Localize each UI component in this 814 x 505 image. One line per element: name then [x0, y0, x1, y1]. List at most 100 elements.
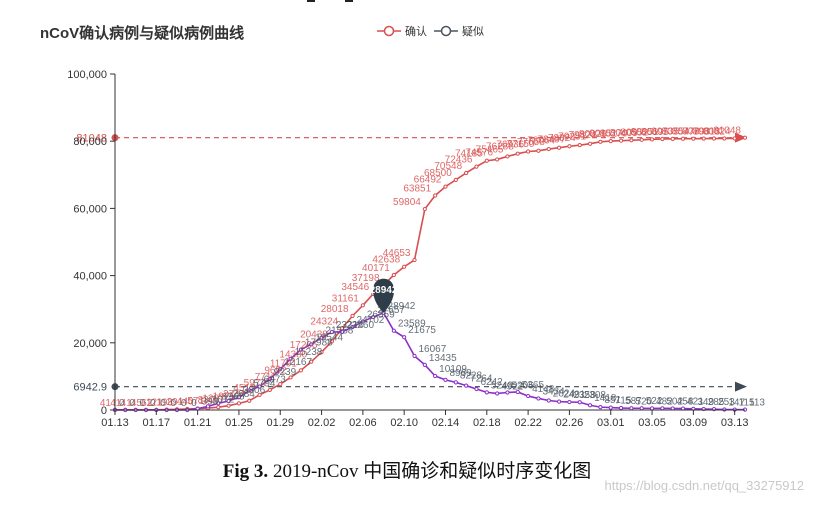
data-label: 6242: [480, 377, 503, 388]
data-point: [587, 403, 593, 408]
data-point: [267, 387, 273, 393]
data-point: [608, 139, 613, 144]
figure-caption: Fig 3. 2019-nCov 中国确诊和疑似时序变化图: [0, 456, 814, 483]
data-point: [618, 405, 624, 411]
data-label: 41: [121, 398, 133, 409]
data-label: 27657: [377, 305, 405, 316]
data-point: [267, 376, 273, 382]
data-label: 4515: [233, 383, 256, 394]
x-tick-label: 03.13: [721, 417, 749, 429]
x-tick-label: 02.22: [514, 417, 542, 429]
data-label: 75465: [476, 144, 504, 155]
x-tick-label: 01.25: [225, 417, 253, 429]
data-label: 421: [687, 397, 704, 408]
data-label: 1287: [202, 394, 225, 405]
data-point: [711, 136, 717, 141]
data-label: 0: [119, 398, 125, 409]
data-label: 15238: [295, 347, 323, 358]
data-label: 31161: [332, 293, 360, 304]
x-tick-label: 01.13: [101, 417, 129, 429]
data-label: 42638: [372, 255, 400, 266]
markline-suspected-arrow: [735, 381, 747, 392]
data-point: [536, 148, 541, 153]
data-label: 41: [110, 398, 122, 409]
data-point: [340, 329, 345, 334]
data-label: 80151: [589, 129, 617, 140]
data-point: [474, 164, 479, 169]
data-label: 12167: [284, 357, 312, 368]
label-layer: 41 41 41 45 62121198291440571830128719752744…: [100, 126, 766, 409]
data-point: [329, 339, 334, 344]
data-label: 121: [146, 398, 163, 409]
data-label: 2308: [584, 390, 607, 401]
data-point: [226, 403, 231, 408]
watermark: https://blog.csdn.net/qq_33275912: [604, 478, 805, 493]
data-point: [526, 393, 531, 399]
legend-label-suspected: 疑似: [462, 25, 484, 38]
data-point: [618, 138, 624, 143]
data-label: 571: [187, 396, 204, 407]
data-point: [433, 193, 438, 198]
y-tick-label: 0: [101, 405, 107, 417]
legend-item-suspected[interactable]: 疑似: [434, 25, 484, 38]
data-point: [402, 264, 407, 269]
data-point: [329, 329, 334, 335]
data-point: [577, 143, 582, 148]
data-label: 393: [202, 397, 219, 408]
legend-item-confirmed[interactable]: 确认: [377, 25, 427, 38]
data-label: 17988: [305, 338, 333, 349]
data-label: 1965: [222, 391, 245, 402]
data-point: [371, 314, 376, 320]
data-point: [247, 388, 252, 393]
data-label: 10109: [439, 364, 467, 375]
data-point: [742, 135, 748, 140]
y-tick-label: 20,000: [73, 338, 107, 350]
data-label: 44653: [383, 248, 411, 259]
caption-prefix: Fig 3.: [222, 461, 269, 482]
top-mark-2: [345, 0, 353, 2]
data-label: 198: [156, 397, 173, 408]
data-point: [526, 149, 531, 154]
data-label: 16067: [419, 344, 447, 355]
x-tick-label: 02.02: [308, 417, 336, 429]
data-label: 115: [739, 398, 755, 409]
data-point: [257, 384, 262, 389]
data-label: 349: [697, 397, 714, 408]
data-label: 63851: [403, 183, 431, 194]
data-point: [495, 157, 500, 162]
data-point: [505, 154, 510, 159]
data-point: [309, 359, 314, 364]
data-label: 0: [160, 398, 166, 409]
data-label: 0: [171, 398, 177, 409]
x-tick-label: 02.14: [432, 417, 460, 429]
data-label: 78497: [538, 134, 566, 145]
data-label: 37198: [352, 273, 380, 284]
data-label: 26359: [367, 309, 395, 320]
data-label: 851: [604, 395, 621, 406]
data-point: [216, 405, 221, 410]
data-point: [629, 406, 634, 411]
data-point: [556, 145, 562, 150]
data-label: 79251: [558, 132, 586, 143]
data-point: [474, 386, 479, 392]
data-label: 23260: [346, 320, 374, 331]
data-point: [464, 383, 469, 388]
data-label: 5974: [244, 378, 267, 389]
data-label: 285: [708, 397, 725, 408]
data-point: [691, 136, 696, 141]
data-point: [236, 395, 242, 400]
legend-label-confirmed: 确认: [405, 25, 427, 38]
data-label: 17205: [290, 340, 318, 351]
top-mark-1: [307, 0, 315, 2]
data-point: [247, 398, 252, 403]
data-point: [288, 375, 293, 380]
data-label: 482: [656, 396, 673, 407]
data-label: 0: [150, 398, 156, 409]
data-label: 70548: [434, 161, 462, 172]
data-point: [629, 138, 634, 143]
data-point: [360, 319, 365, 324]
legend[interactable]: 确认 疑似: [377, 25, 484, 38]
data-point: [453, 380, 458, 385]
y-tick-label: 100,000: [67, 69, 107, 81]
caption-text: 2019-nCov 中国确诊和疑似时序变化图: [268, 461, 592, 482]
